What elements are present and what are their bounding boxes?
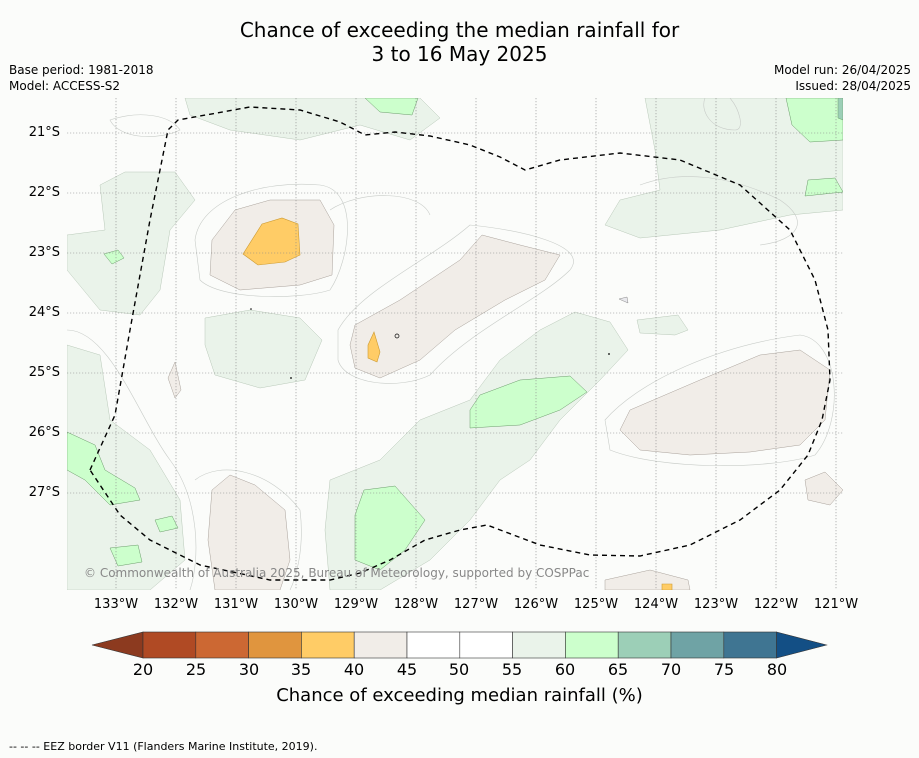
colorbar-cell: [195, 631, 249, 659]
region-35-40-a: [242, 217, 301, 266]
lon-label-130w: 130°W: [273, 597, 319, 612]
lon-label-132w: 132°W: [153, 597, 199, 612]
lon-label-122w: 122°W: [753, 597, 799, 612]
lon-label-127w: 127°W: [453, 597, 499, 612]
colorbar-cell: [301, 631, 355, 659]
colorbar-tick-35: 35: [290, 660, 312, 679]
colorbar-tick-80: 80: [766, 660, 788, 679]
colorbar: [91, 631, 828, 659]
colorbar-cell: [512, 631, 566, 659]
region-40-45-b: [349, 234, 561, 379]
lat-label-23s: 23°S: [28, 245, 60, 260]
lon-label-128w: 128°W: [393, 597, 439, 612]
title-line-1: Chance of exceeding the median rainfall …: [239, 18, 680, 42]
base-period: Base period: 1981-2018: [9, 63, 154, 77]
colorbar-tick-65: 65: [607, 660, 629, 679]
colorbar-tick-55: 55: [501, 660, 523, 679]
region-60-65-h: [154, 515, 179, 533]
region-60-65-b: [469, 375, 588, 429]
colorbar-cell: [617, 631, 672, 659]
lat-label-24s: 24°S: [28, 305, 60, 320]
region-40-45-c: [619, 349, 831, 456]
lon-label-131w: 131°W: [213, 597, 259, 612]
region-60-65-d: [785, 98, 843, 143]
region-60-65-f: [364, 98, 419, 116]
colorbar-cell: [406, 631, 461, 659]
lon-label-121w: 121°W: [813, 597, 859, 612]
model-name: Model: ACCESS-S2: [9, 79, 121, 93]
colorbar-tick-20: 20: [132, 660, 154, 679]
colorbar-tick-30: 30: [238, 660, 260, 679]
lon-label-126w: 126°W: [513, 597, 559, 612]
region-55-60-small: [636, 314, 689, 336]
meta-left: Base period: 1981-2018 Model: ACCESS-S2: [9, 62, 154, 94]
colorbar-tick-45: 45: [396, 660, 418, 679]
region-60-65-i: [103, 249, 125, 265]
colorbar-cell: [248, 631, 302, 659]
colorbar-tick-25: 25: [185, 660, 207, 679]
model-run: Model run: 26/04/2025: [773, 63, 911, 77]
map-panel: [67, 98, 843, 590]
region-60-65-a: [354, 485, 426, 571]
colorbar-extend-high: [776, 631, 828, 659]
lon-label-123w: 123°W: [693, 597, 739, 612]
issued-date: Issued: 28/04/2025: [795, 79, 911, 93]
colorbar-cell: [353, 631, 408, 659]
colorbar-tick-40: 40: [343, 660, 365, 679]
colorbar-cell: [142, 631, 197, 659]
colorbar-cell: [670, 631, 725, 659]
region-40-45-g: [167, 361, 182, 399]
meta-right: Model run: 26/04/2025 Issued: 28/04/2025: [774, 62, 911, 94]
lat-label-25s: 25°S: [28, 365, 60, 380]
lat-label-21s: 21°S: [28, 125, 60, 140]
region-60-65-g: [109, 544, 143, 567]
colorbar-cell: [565, 631, 619, 659]
lon-label-129w: 129°W: [333, 597, 379, 612]
region-35-40-c: [661, 583, 673, 590]
region-55-60-southwest: [67, 344, 186, 590]
colorbar-tick-50: 50: [448, 660, 470, 679]
eez-legend: -- -- -- EEZ border V11 (Flanders Marine…: [9, 740, 318, 753]
lon-label-124w: 124°W: [633, 597, 679, 612]
colorbar-extend-low: [91, 631, 144, 659]
colorbar-tick-60: 60: [554, 660, 576, 679]
region-35-40-b: [367, 331, 381, 363]
colorbar-tick-70: 70: [660, 660, 682, 679]
region-55-60-west: [67, 171, 196, 316]
lat-label-27s: 27°S: [28, 485, 60, 500]
colorbar-cell: [459, 631, 513, 659]
region-40-45-d: [207, 474, 291, 590]
colorbar-tick-75: 75: [713, 660, 735, 679]
colorbar-cell: [723, 631, 777, 659]
colorbar-label: Chance of exceeding median rainfall (%): [276, 685, 643, 706]
region-55-60-center: [204, 309, 323, 389]
lat-label-26s: 26°S: [28, 425, 60, 440]
region-65-70: [837, 98, 843, 121]
region-40-45-e: [804, 471, 843, 506]
lon-label-133w: 133°W: [93, 597, 139, 612]
region-60-65-e: [804, 177, 843, 197]
title-line-2: 3 to 16 May 2025: [371, 42, 548, 66]
chart-title: Chance of exceeding the median rainfall …: [0, 18, 919, 66]
eez-border: [89, 106, 831, 581]
map-copyright: © Commonwealth of Australia 2025, Bureau…: [84, 566, 590, 580]
lat-label-22s: 22°S: [28, 185, 60, 200]
lon-label-125w: 125°W: [573, 597, 619, 612]
